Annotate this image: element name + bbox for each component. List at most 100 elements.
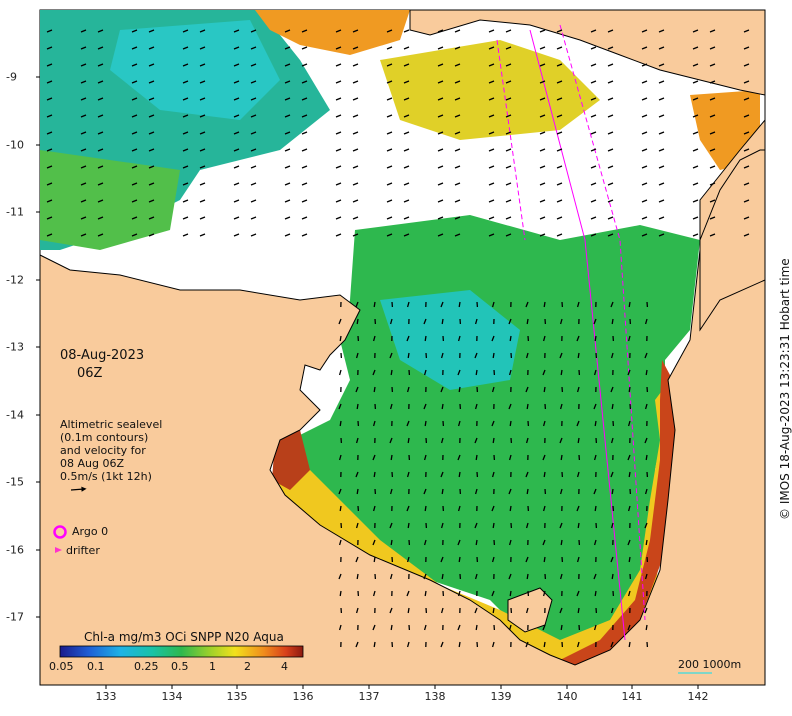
velocity-arrow [284, 216, 291, 220]
velocity-arrow [611, 488, 614, 495]
velocity-arrow [628, 641, 631, 648]
velocity-arrow [46, 114, 53, 118]
velocity-arrow [692, 114, 699, 118]
velocity-arrow [284, 233, 291, 237]
velocity-arrow [641, 46, 648, 50]
velocity-arrow [658, 46, 665, 50]
velocity-arrow [743, 216, 750, 220]
velocity-arrow [338, 624, 342, 631]
velocity-arrow [97, 63, 104, 67]
velocity-arrow [488, 80, 495, 84]
velocity-arrow [301, 46, 308, 50]
velocity-arrow [454, 165, 461, 169]
chl-southwest-brown [272, 430, 310, 490]
velocity-arrow [339, 335, 342, 342]
velocity-arrow [390, 369, 393, 376]
velocity-arrow [301, 80, 308, 84]
velocity-arrow [80, 199, 87, 203]
velocity-arrow [437, 63, 444, 67]
velocity-arrow [406, 556, 410, 563]
velocity-arrow [423, 539, 427, 546]
velocity-arrow [709, 114, 716, 118]
velocity-arrow [352, 80, 359, 84]
velocity-arrow [407, 522, 410, 529]
velocity-arrow [199, 199, 206, 203]
velocity-arrow [488, 97, 495, 101]
velocity-arrow [403, 29, 410, 33]
land [39, 9, 766, 686]
velocity-arrow [352, 182, 359, 186]
velocity-arrow [97, 46, 104, 50]
velocity-arrow [148, 29, 155, 33]
velocity-arrow [372, 539, 376, 546]
velocity-arrow [250, 148, 257, 152]
velocity-arrow [491, 386, 495, 393]
velocity-arrow [590, 29, 597, 33]
velocity-arrow [628, 386, 631, 393]
velocity-arrow [559, 607, 563, 614]
velocity-arrow [373, 386, 376, 393]
velocity-arrow [539, 182, 546, 186]
velocity-arrow [577, 607, 580, 614]
velocity-arrow [406, 420, 410, 427]
velocity-arrow [97, 165, 104, 169]
velocity-arrow [492, 607, 495, 614]
velocity-arrow [199, 233, 206, 237]
velocity-arrow [539, 80, 546, 84]
velocity-arrow [627, 369, 631, 376]
velocity-arrow [199, 80, 206, 84]
velocity-arrow [610, 301, 614, 308]
velocity-arrow [440, 352, 444, 359]
velocity-arrow [491, 641, 495, 648]
axis-ticks [36, 76, 699, 689]
velocity-arrow [692, 46, 699, 50]
velocity-arrow [743, 165, 750, 169]
velocity-arrow [474, 522, 478, 529]
velocity-arrow [658, 233, 665, 237]
velocity-arrow [403, 182, 410, 186]
velocity-arrow [576, 641, 580, 648]
velocity-arrow [641, 199, 648, 203]
chl-gulf-cyan [380, 290, 520, 390]
velocity-arrow [488, 165, 495, 169]
velocity-arrow [199, 97, 206, 101]
velocity-arrow [539, 46, 546, 50]
velocity-arrow [131, 233, 138, 237]
velocity-arrow [372, 505, 376, 512]
velocity-arrow [475, 624, 478, 631]
velocity-arrow [440, 641, 444, 648]
velocity-arrow [250, 46, 257, 50]
velocity-arrow [80, 216, 87, 220]
velocity-arrow [645, 454, 648, 461]
velocity-arrow [607, 148, 614, 152]
velocity-arrow [576, 335, 580, 342]
velocity-arrow [335, 46, 342, 50]
velocity-arrow [80, 80, 87, 84]
lon-tick: 140 [556, 690, 578, 703]
velocity-arrow [335, 63, 342, 67]
velocity-legend: Altimetric sealevel (0.1m contours) and … [60, 418, 162, 483]
velocity-arrow [474, 607, 478, 614]
velocity-arrow [611, 573, 614, 580]
velocity-arrow [560, 454, 563, 461]
velocity-arrow [199, 114, 206, 118]
velocity-arrow [131, 114, 138, 118]
velocity-arrow [284, 46, 291, 50]
velocity-arrow [440, 471, 444, 478]
velocity-arrow [386, 148, 393, 152]
velocity-arrow [454, 63, 461, 67]
velocity-arrow [335, 114, 342, 118]
velocity-arrow [590, 182, 597, 186]
velocity-arrow [543, 471, 546, 478]
velocity-arrow [80, 63, 87, 67]
map-date: 08-Aug-2023 [60, 348, 145, 363]
velocity-arrow [424, 590, 427, 597]
velocity-arrow [505, 182, 512, 186]
velocity-arrow [335, 80, 342, 84]
velocity-arrow [373, 556, 376, 563]
legend-velocity-arrow [70, 486, 87, 492]
velocity-arrow [457, 590, 461, 597]
scale-label: 200 1000m [678, 658, 742, 671]
velocity-arrow [474, 318, 478, 325]
lat-tick: -12 [6, 273, 24, 287]
